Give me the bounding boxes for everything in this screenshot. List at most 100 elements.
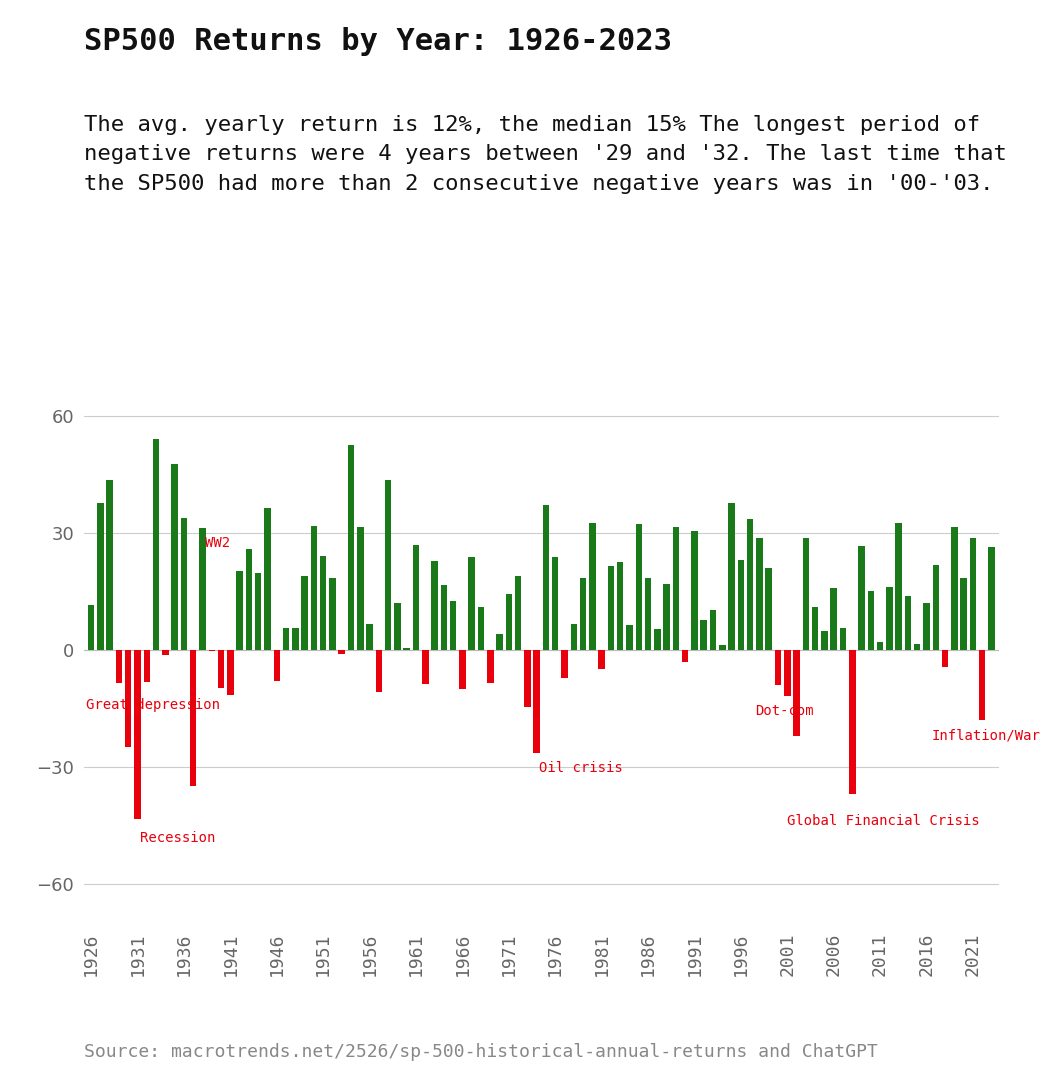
Bar <box>970 538 976 650</box>
Bar <box>701 620 707 650</box>
Bar <box>924 603 930 650</box>
Text: Source: macrotrends.net/2526/sp-500-historical-annual-returns and ChatGPT: Source: macrotrends.net/2526/sp-500-hist… <box>84 1044 878 1061</box>
Bar <box>579 578 587 650</box>
Bar <box>802 538 810 650</box>
Bar <box>849 650 856 794</box>
Bar <box>88 605 94 650</box>
Bar <box>422 650 429 684</box>
Bar <box>469 557 475 650</box>
Bar <box>663 584 669 650</box>
Bar <box>673 527 679 650</box>
Bar <box>320 556 326 650</box>
Bar <box>747 520 753 650</box>
Bar <box>840 628 846 650</box>
Text: Inflation/War: Inflation/War <box>931 728 1040 743</box>
Bar <box>505 594 513 650</box>
Text: Great depression: Great depression <box>87 698 221 712</box>
Bar <box>413 545 419 650</box>
Bar <box>487 650 494 682</box>
Bar <box>292 628 298 650</box>
Bar <box>153 439 159 650</box>
Bar <box>459 650 465 689</box>
Bar <box>895 523 902 650</box>
Text: WW2: WW2 <box>205 536 230 550</box>
Bar <box>710 610 717 650</box>
Text: SP500 Returns by Year: 1926-2023: SP500 Returns by Year: 1926-2023 <box>84 27 672 57</box>
Bar <box>691 531 698 650</box>
Bar <box>339 650 345 654</box>
Bar <box>124 650 132 747</box>
Bar <box>265 508 271 650</box>
Bar <box>143 650 150 681</box>
Bar <box>496 634 503 650</box>
Bar <box>627 625 633 650</box>
Bar <box>97 503 104 650</box>
Bar <box>431 561 438 650</box>
Text: The avg. yearly return is 12%, the median 15% The longest period of
negative ret: The avg. yearly return is 12%, the media… <box>84 115 1006 194</box>
Bar <box>867 591 874 650</box>
Bar <box>134 650 141 819</box>
Bar <box>877 642 884 650</box>
Bar <box>941 650 949 667</box>
Bar <box>533 650 540 753</box>
Bar <box>793 650 800 736</box>
Bar <box>524 650 530 708</box>
Bar <box>821 631 827 650</box>
Bar <box>812 607 818 650</box>
Bar <box>775 650 781 686</box>
Bar <box>376 650 382 692</box>
Bar <box>190 650 197 786</box>
Bar <box>273 650 280 681</box>
Text: Recession: Recession <box>140 831 215 845</box>
Bar <box>831 589 837 650</box>
Bar <box>116 650 122 682</box>
Bar <box>478 607 484 650</box>
Bar <box>589 523 595 650</box>
Bar <box>329 578 336 650</box>
Bar <box>682 650 688 662</box>
Bar <box>570 624 577 650</box>
Bar <box>905 596 911 650</box>
Bar <box>859 546 865 650</box>
Bar <box>654 629 661 650</box>
Text: Oil crisis: Oil crisis <box>540 761 623 775</box>
Bar <box>181 518 187 650</box>
Bar <box>644 578 652 650</box>
Bar <box>301 577 308 650</box>
Bar <box>636 524 642 650</box>
Bar <box>440 585 447 650</box>
Bar <box>385 480 391 650</box>
Bar <box>199 529 206 650</box>
Bar <box>208 650 215 651</box>
Bar <box>255 572 262 650</box>
Bar <box>951 527 958 650</box>
Bar <box>218 650 224 688</box>
Bar <box>737 560 744 650</box>
Bar <box>617 562 623 650</box>
Bar <box>933 565 939 650</box>
Bar <box>886 587 892 650</box>
Bar <box>282 628 290 650</box>
Bar <box>728 503 735 650</box>
Bar <box>766 568 772 650</box>
Bar <box>450 601 456 650</box>
Bar <box>608 567 614 650</box>
Bar <box>107 479 113 650</box>
Bar <box>162 650 168 655</box>
Text: Dot-com: Dot-com <box>755 704 814 717</box>
Bar <box>404 648 410 650</box>
Bar <box>311 526 317 650</box>
Bar <box>543 505 549 650</box>
Bar <box>357 526 364 650</box>
Bar <box>515 575 521 650</box>
Bar <box>960 578 967 650</box>
Bar <box>246 548 252 650</box>
Bar <box>988 547 995 650</box>
Bar <box>562 650 568 678</box>
Bar <box>784 650 791 697</box>
Bar <box>172 464 178 650</box>
Bar <box>394 603 401 650</box>
Bar <box>347 444 355 650</box>
Bar <box>914 644 920 650</box>
Bar <box>598 650 605 668</box>
